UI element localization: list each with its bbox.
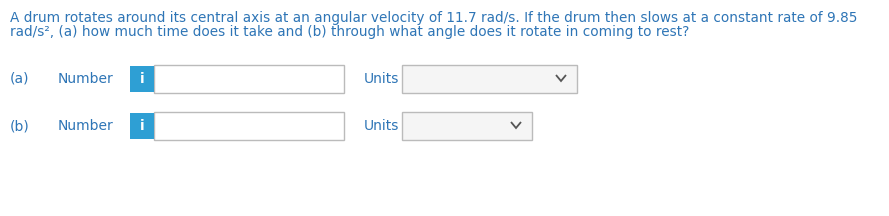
FancyBboxPatch shape [130,66,154,92]
Text: Number: Number [58,72,114,86]
Text: i: i [140,72,144,86]
Text: i: i [140,119,144,133]
FancyBboxPatch shape [154,65,344,93]
FancyBboxPatch shape [130,113,154,139]
Text: Units: Units [364,119,399,133]
Text: Number: Number [58,119,114,133]
Text: (b): (b) [10,119,29,133]
Text: Units: Units [364,72,399,86]
Text: (a): (a) [10,72,29,86]
FancyBboxPatch shape [402,112,532,140]
FancyBboxPatch shape [154,112,344,140]
FancyBboxPatch shape [402,65,577,93]
Text: A drum rotates around its central axis at an angular velocity of 11.7 rad/s. If : A drum rotates around its central axis a… [10,11,858,25]
Text: rad/s², (a) how much time does it take and (b) through what angle does it rotate: rad/s², (a) how much time does it take a… [10,25,689,39]
